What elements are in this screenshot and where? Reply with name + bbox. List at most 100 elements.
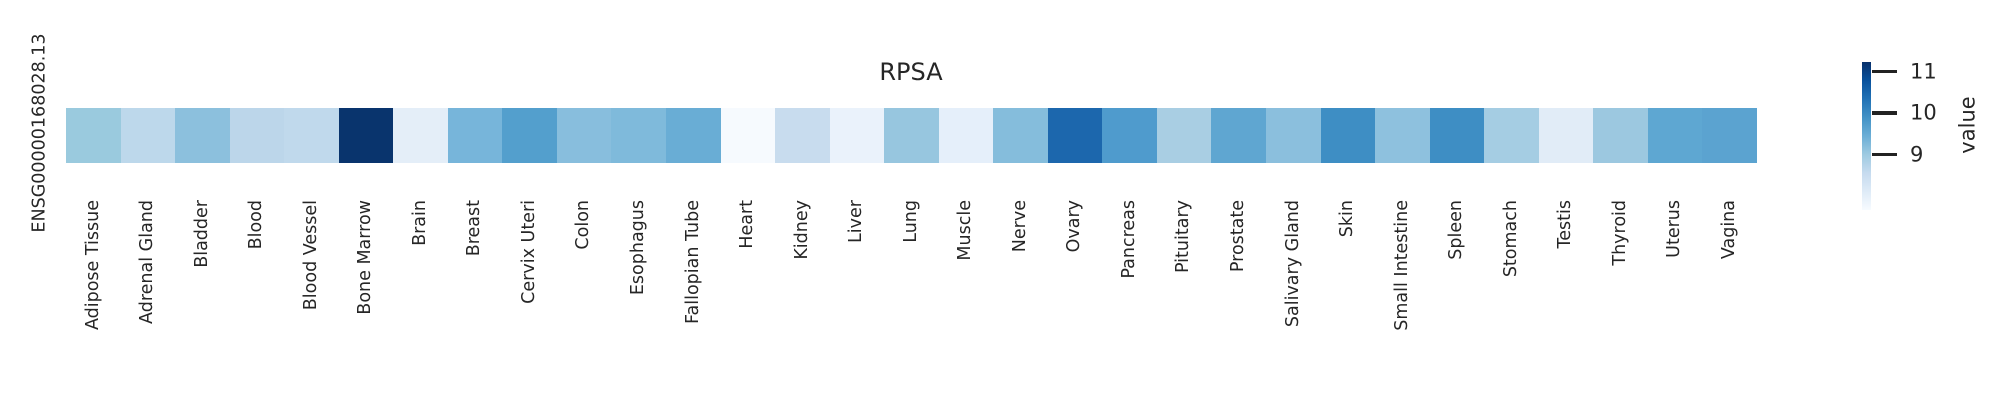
x-tick-label-col: Lung — [884, 200, 939, 400]
heatmap-cell — [1266, 108, 1321, 163]
x-tick-label-col: Blood Vessel — [284, 200, 339, 400]
x-tick-label: Fallopian Tube — [682, 200, 703, 324]
x-tick-label: Breast — [464, 200, 485, 257]
colorbar-tick-label: 9 — [1910, 142, 1924, 167]
x-tick-label-col: Bone Marrow — [339, 200, 394, 400]
x-tick-label: Bladder — [191, 200, 212, 268]
x-tick-label: Nerve — [1009, 200, 1030, 253]
x-tick-label-col: Muscle — [939, 200, 994, 400]
heatmap-cell — [611, 108, 667, 163]
x-tick-label: Esophagus — [627, 200, 648, 296]
chart-title: RPSA — [879, 58, 943, 86]
x-tick-label-col: Small Intestine — [1375, 200, 1430, 400]
colorbar-title-wrap: value — [1956, 96, 1980, 153]
colorbar-gradient — [1862, 62, 1871, 210]
x-tick-label: Colon — [573, 200, 594, 250]
x-tick-label-col: Cervix Uteri — [502, 200, 557, 400]
x-tick-label-col: Skin — [1321, 200, 1376, 400]
x-tick-label-col: Salivary Gland — [1266, 200, 1321, 400]
heatmap-cell — [175, 108, 230, 163]
x-tick-label-col: Blood — [230, 200, 285, 400]
x-tick-label-col: Esophagus — [611, 200, 666, 400]
x-tick-label-col: Prostate — [1211, 200, 1266, 400]
x-tick-label-col: Adipose Tissue — [66, 200, 121, 400]
colorbar-tick-label: 11 — [1910, 59, 1937, 84]
x-tick-label-col: Testis — [1539, 200, 1594, 400]
heatmap-cell — [1375, 108, 1430, 163]
x-tick-label: Testis — [1555, 200, 1576, 249]
heatmap-cell — [666, 108, 721, 163]
heatmap-cell — [1647, 108, 1703, 163]
x-tick-label: Kidney — [791, 200, 812, 260]
x-tick-label: Spleen — [1446, 200, 1467, 260]
heatmap-row — [66, 108, 1757, 163]
heatmap-cell — [284, 108, 339, 163]
heatmap-cell — [338, 108, 394, 163]
heatmap-cell — [1211, 108, 1267, 163]
heatmap-cell — [720, 108, 776, 163]
x-tick-label-col: Brain — [393, 200, 448, 400]
x-tick-label-col: Adrenal Gland — [121, 200, 176, 400]
x-tick-label: Skin — [1337, 200, 1358, 238]
heatmap-cell — [556, 108, 612, 163]
x-tick-label-col: Breast — [448, 200, 503, 400]
x-tick-label: Adrenal Gland — [137, 200, 158, 324]
heatmap-cell — [120, 108, 176, 163]
x-tick-label-col: Pancreas — [1102, 200, 1157, 400]
x-tick-label: Lung — [900, 200, 921, 243]
colorbar-tick — [1872, 69, 1897, 74]
x-tick-label: Thyroid — [1609, 200, 1630, 266]
gene-row-label: ENSG00000168028.13 — [29, 33, 50, 233]
heatmap-cell — [993, 108, 1048, 163]
x-tick-label: Uterus — [1664, 200, 1685, 258]
heatmap-cell — [938, 108, 994, 163]
heatmap-cell — [775, 108, 830, 163]
x-tick-label: Ovary — [1064, 200, 1085, 253]
x-tick-label: Stomach — [1500, 200, 1521, 278]
colorbar-tick-label: 10 — [1910, 100, 1937, 125]
x-tick-label: Small Intestine — [1391, 200, 1412, 331]
x-tick-label: Blood Vessel — [300, 200, 321, 311]
x-tick-label: Heart — [737, 200, 758, 249]
x-tick-label-col: Pituitary — [1157, 200, 1212, 400]
heatmap-cell — [393, 108, 448, 163]
heatmap-cell — [1593, 108, 1648, 163]
row-label-wrap: ENSG00000168028.13 — [29, 33, 50, 236]
x-tick-label: Brain — [409, 200, 430, 246]
colorbar-tick — [1872, 152, 1897, 157]
x-tick-label-col: Liver — [830, 200, 885, 400]
heatmap-cell — [502, 108, 557, 163]
x-tick-label: Bone Marrow — [355, 200, 376, 315]
x-tick-label-col: Nerve — [993, 200, 1048, 400]
heatmap-cell — [1102, 108, 1157, 163]
x-tick-label-col: Thyroid — [1593, 200, 1648, 400]
x-tick-label-col: Spleen — [1430, 200, 1485, 400]
x-tick-label: Blood — [246, 200, 267, 250]
x-tick-label-col: Fallopian Tube — [666, 200, 721, 400]
heatmap-cell — [1702, 108, 1757, 163]
heatmap-cell — [1484, 108, 1539, 163]
x-tick-label: Adipose Tissue — [82, 200, 103, 331]
heatmap-cell — [829, 108, 885, 163]
heatmap-cell — [1047, 108, 1103, 163]
x-tick-label-col: Ovary — [1048, 200, 1103, 400]
x-tick-label-col: Heart — [721, 200, 776, 400]
x-tick-label-col: Colon — [557, 200, 612, 400]
heatmap-cell — [1156, 108, 1212, 163]
x-tick-label: Vagina — [1718, 200, 1739, 260]
x-tick-label-col: Kidney — [775, 200, 830, 400]
colorbar: 11 10 9 — [1862, 59, 2009, 210]
x-axis-labels: Adipose Tissue Adrenal Gland Bladder Blood B… — [66, 200, 1757, 400]
x-tick-label: Muscle — [955, 200, 976, 261]
x-tick-label: Pituitary — [1173, 200, 1194, 273]
heatmap-cell — [66, 108, 121, 163]
x-tick-label-col: Vagina — [1702, 200, 1757, 400]
x-tick-label-col: Stomach — [1484, 200, 1539, 400]
x-tick-label-col: Uterus — [1648, 200, 1703, 400]
heatmap-cell — [884, 108, 939, 163]
x-tick-label: Pancreas — [1118, 200, 1139, 279]
heatmap-cell — [447, 108, 503, 163]
colorbar-tick — [1872, 111, 1897, 115]
heatmap-cell — [1429, 108, 1485, 163]
